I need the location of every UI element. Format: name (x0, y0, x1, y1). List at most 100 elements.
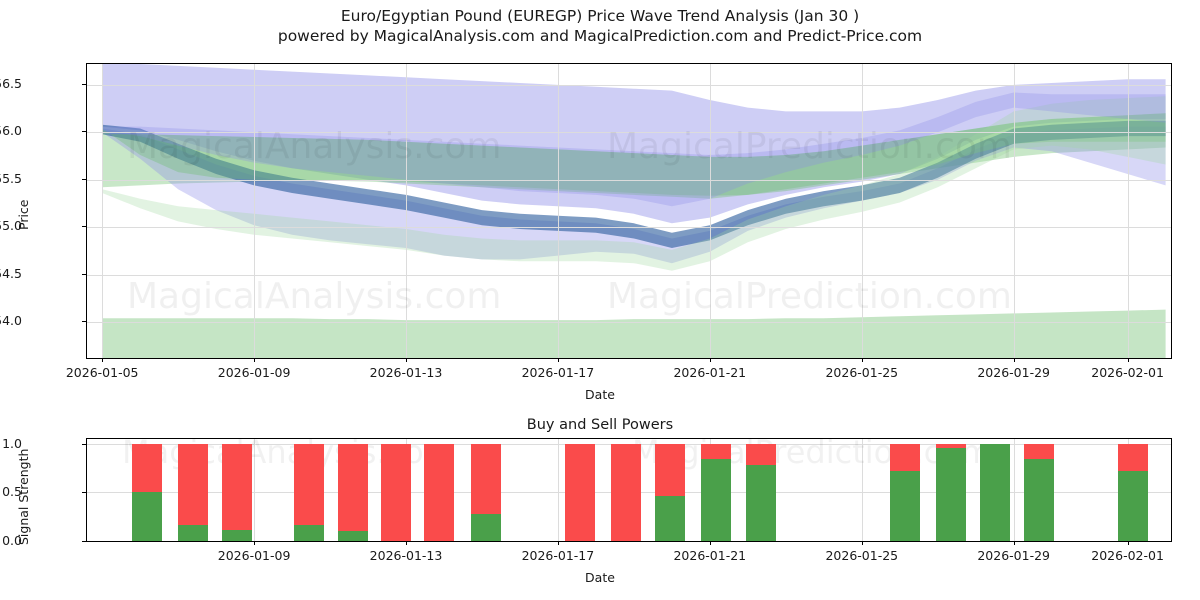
bar-sell-segment (424, 443, 455, 541)
bar-sell-segment (470, 443, 501, 514)
x-tick-mark (254, 541, 256, 545)
bar-sell-segment (746, 443, 777, 466)
bar-buy-segment (178, 524, 209, 541)
bar-sell-segment (610, 443, 641, 541)
x-tick-label: 2026-01-25 (825, 548, 899, 563)
band-faint-green-halo-right (102, 96, 1166, 271)
bar-sell-segment (935, 443, 966, 448)
x-tick-label: 2026-01-17 (521, 548, 595, 563)
y-tick-mark (82, 443, 86, 445)
x-tick-label: 2026-01-25 (825, 365, 899, 380)
band-inner-dark-core (102, 120, 1166, 248)
x-tick-label: 2026-01-05 (65, 365, 139, 380)
chart-title-block: Euro/Egyptian Pound (EUREGP) Price Wave … (0, 6, 1200, 46)
bar-buy-segment (1118, 471, 1149, 541)
bar-buy-segment (1023, 459, 1054, 541)
signal-x-axis-label: Date (585, 570, 615, 585)
bar-sell-segment (1118, 443, 1149, 472)
gridline (1013, 64, 1015, 358)
x-tick-mark (861, 358, 863, 362)
bar-buy-segment (935, 447, 966, 541)
y-tick-label: 1.0 (2, 435, 22, 451)
bar-buy-segment (746, 465, 777, 541)
bar-buy-segment (470, 513, 501, 541)
y-tick-mark (82, 226, 86, 228)
x-tick-label: 2026-01-21 (673, 365, 747, 380)
gridline (87, 227, 1171, 229)
x-tick-label: 2026-02-01 (1091, 365, 1164, 380)
gridline (557, 64, 559, 358)
gridline (861, 64, 863, 358)
bar-sell-segment (700, 443, 731, 460)
y-tick-label: 54.0 (0, 313, 22, 328)
x-tick-mark (1013, 541, 1015, 545)
page-title: Euro/Egyptian Pound (EUREGP) Price Wave … (340, 7, 860, 25)
x-tick-label: 2026-01-17 (521, 365, 595, 380)
gridline (87, 322, 1171, 323)
band-outer-green-band (102, 113, 1166, 196)
x-tick-mark (406, 358, 407, 362)
gridline (87, 84, 1171, 86)
y-tick-mark (82, 541, 86, 542)
y-tick-label: 56.0 (0, 123, 22, 139)
x-tick-label: 2026-01-13 (369, 548, 443, 563)
bar-sell-segment (178, 443, 209, 525)
bar-buy-segment (655, 496, 686, 541)
band-lower-blue-halo (102, 126, 1166, 264)
x-tick-label: 2026-01-21 (673, 548, 747, 563)
x-tick-label: 2026-01-09 (217, 365, 291, 380)
buy-sell-powers-plot: MagicalAnalysis.com MagicalPrediction.co… (86, 438, 1172, 542)
y-tick-label: 56.5 (0, 75, 22, 91)
gridline (557, 439, 559, 541)
band-outer-blue-upper (102, 64, 1166, 224)
x-tick-mark (557, 358, 559, 362)
x-tick-mark (1013, 358, 1015, 362)
bar-sell-segment (221, 443, 252, 531)
bar-buy-segment (890, 471, 921, 541)
price-wave-svg (102, 64, 1166, 358)
band-right-blue-tail (102, 92, 1166, 207)
bar-buy-segment (700, 459, 731, 541)
bar-buy-segment (337, 531, 368, 541)
gridline (102, 64, 104, 358)
x-tick-label: 2026-01-29 (977, 548, 1051, 563)
x-tick-mark (557, 541, 559, 545)
y-tick-mark (82, 178, 86, 180)
gridline (254, 439, 256, 541)
bar-sell-segment (294, 443, 325, 525)
y-tick-label: 54.5 (0, 265, 22, 281)
y-tick-label: 55.0 (0, 218, 22, 234)
x-tick-mark (709, 358, 711, 362)
x-tick-label: 2026-02-01 (1091, 548, 1164, 563)
x-tick-label: 2026-01-13 (369, 365, 443, 380)
bar-sell-segment (380, 443, 411, 541)
y-tick-mark (82, 273, 86, 275)
x-tick-label: 2026-01-09 (217, 548, 291, 563)
y-tick-label: 0.5 (2, 484, 22, 500)
page-subtitle: powered by MagicalAnalysis.com and Magic… (277, 27, 923, 45)
bar-buy-segment (294, 524, 325, 541)
band-bottom-green-floor (102, 309, 1166, 358)
gridline (709, 64, 711, 358)
x-tick-mark (709, 541, 711, 545)
bar-buy-segment (131, 492, 162, 541)
x-tick-mark (102, 358, 104, 362)
y-tick-mark (82, 321, 86, 322)
x-tick-mark (406, 541, 407, 545)
bar-sell-segment (565, 443, 596, 541)
gridline (254, 64, 256, 358)
signal-plot-title: Buy and Sell Powers (526, 417, 674, 433)
y-tick-label: 0.0 (2, 533, 22, 548)
band-top-green-fill (102, 113, 1166, 199)
x-tick-mark (861, 541, 863, 545)
y-tick-label: 55.5 (0, 170, 22, 186)
bar-sell-segment (655, 443, 686, 497)
y-tick-mark (82, 492, 86, 494)
bar-sell-segment (890, 443, 921, 472)
bar-sell-segment (1023, 443, 1054, 460)
bar-buy-segment (221, 530, 252, 541)
main-x-axis-label: Date (585, 387, 615, 402)
gridline (87, 274, 1171, 276)
gridline (1013, 439, 1015, 541)
